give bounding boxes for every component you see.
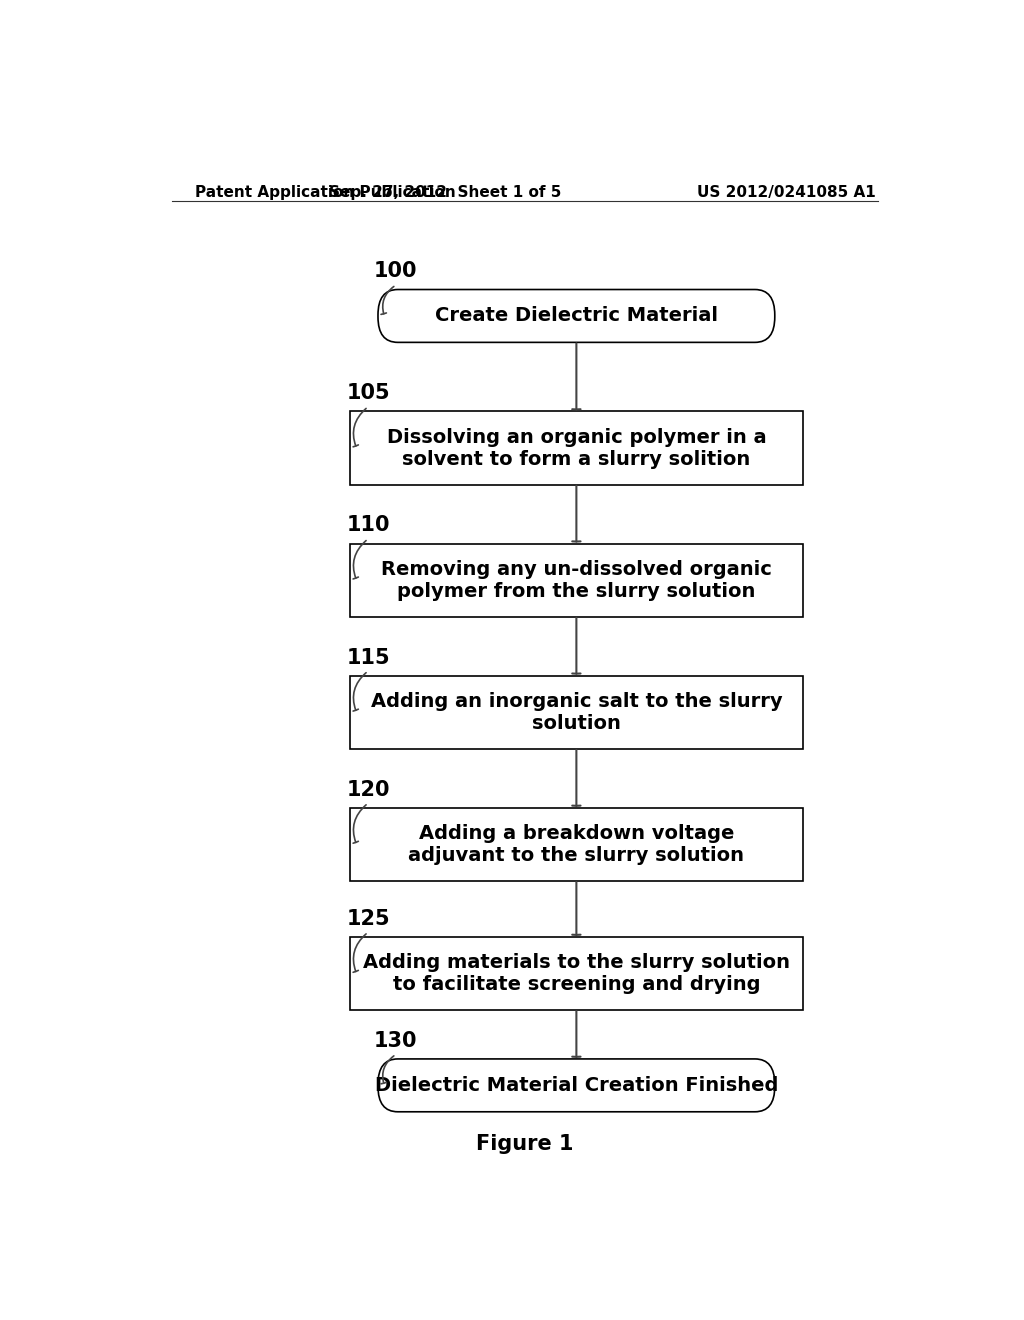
FancyBboxPatch shape	[350, 808, 803, 880]
Text: Dielectric Material Creation Finished: Dielectric Material Creation Finished	[375, 1076, 778, 1094]
Text: 110: 110	[346, 516, 390, 536]
Text: 125: 125	[346, 909, 390, 929]
Text: Adding an inorganic salt to the slurry
solution: Adding an inorganic salt to the slurry s…	[371, 692, 782, 733]
Text: US 2012/0241085 A1: US 2012/0241085 A1	[697, 185, 877, 199]
FancyBboxPatch shape	[350, 544, 803, 616]
FancyBboxPatch shape	[378, 1059, 775, 1111]
FancyBboxPatch shape	[350, 676, 803, 748]
Text: 130: 130	[374, 1031, 418, 1051]
Text: Figure 1: Figure 1	[476, 1134, 573, 1154]
Text: Dissolving an organic polymer in a
solvent to form a slurry solition: Dissolving an organic polymer in a solve…	[387, 428, 766, 469]
FancyBboxPatch shape	[350, 937, 803, 1010]
FancyBboxPatch shape	[350, 412, 803, 484]
Text: Create Dielectric Material: Create Dielectric Material	[435, 306, 718, 326]
Text: Adding a breakdown voltage
adjuvant to the slurry solution: Adding a breakdown voltage adjuvant to t…	[409, 824, 744, 865]
Text: Removing any un-dissolved organic
polymer from the slurry solution: Removing any un-dissolved organic polyme…	[381, 560, 772, 601]
Text: 115: 115	[346, 648, 390, 668]
Text: Sep. 27, 2012  Sheet 1 of 5: Sep. 27, 2012 Sheet 1 of 5	[330, 185, 561, 199]
Text: Adding materials to the slurry solution
to facilitate screening and drying: Adding materials to the slurry solution …	[362, 953, 790, 994]
Text: 120: 120	[346, 780, 390, 800]
FancyBboxPatch shape	[378, 289, 775, 342]
Text: 105: 105	[346, 383, 390, 404]
Text: 100: 100	[374, 261, 418, 281]
Text: Patent Application Publication: Patent Application Publication	[196, 185, 457, 199]
